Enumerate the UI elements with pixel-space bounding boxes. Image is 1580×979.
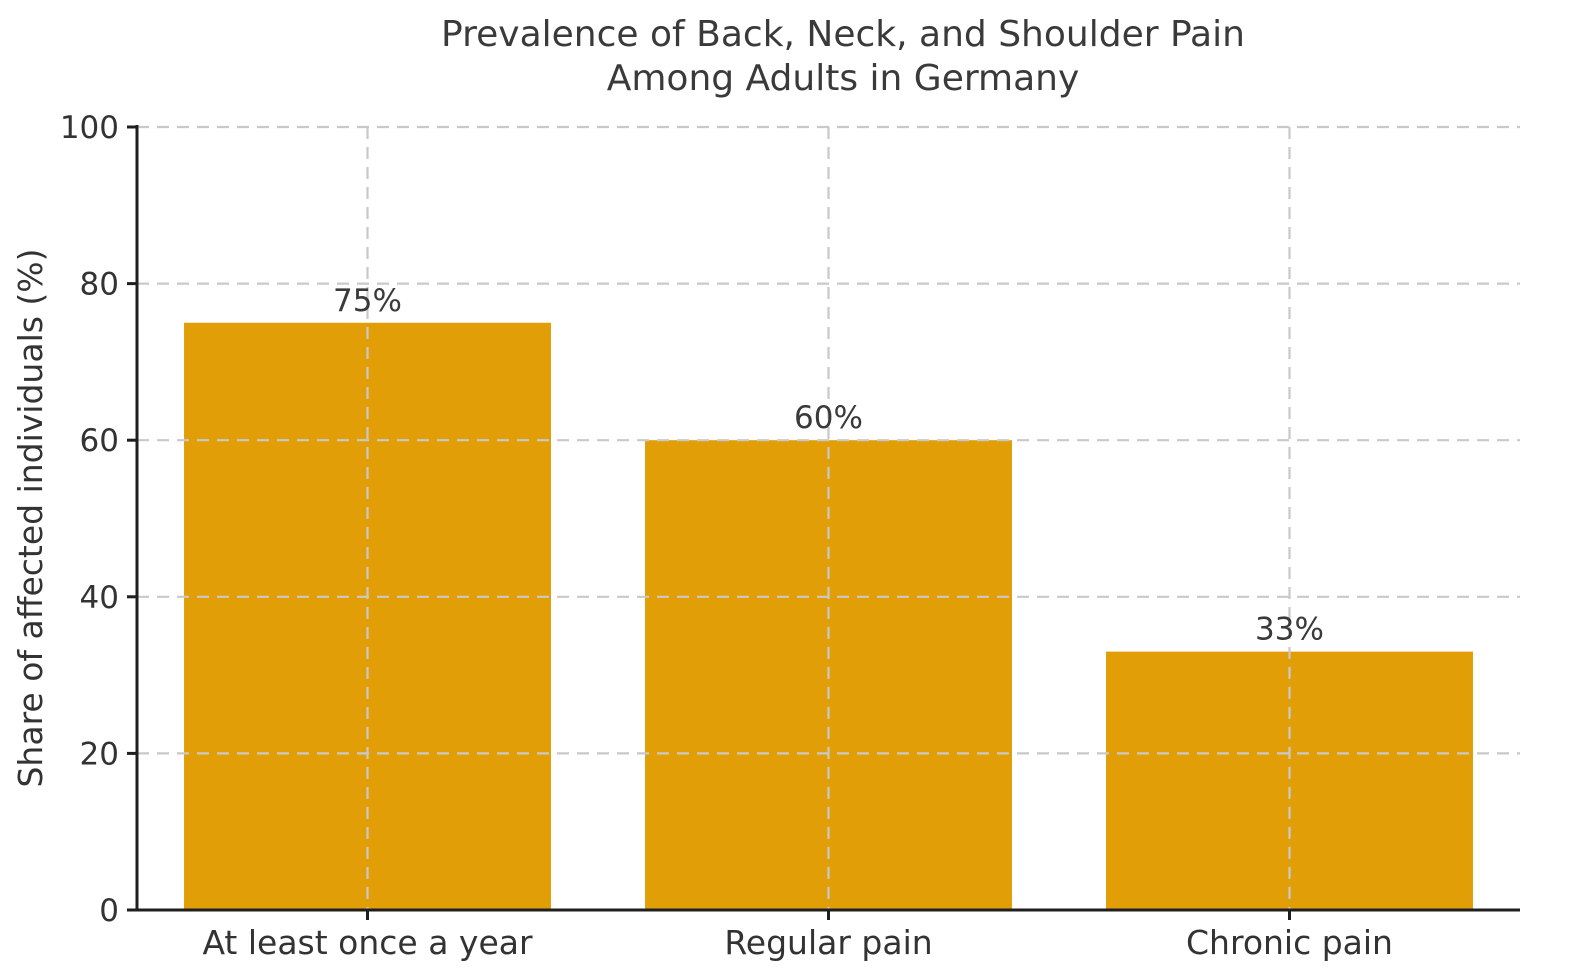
bar-value-label-2: 60% bbox=[794, 400, 863, 436]
y-tick-label-20: 20 bbox=[80, 736, 119, 772]
axes-group bbox=[127, 125, 1520, 920]
chart-title-line-1: Prevalence of Back, Neck, and Shoulder P… bbox=[441, 14, 1245, 55]
y-tick-label-80: 80 bbox=[80, 267, 119, 303]
x-tick-label-3: Chronic pain bbox=[1186, 923, 1393, 962]
x-tick-label-2: Regular pain bbox=[724, 923, 932, 962]
bar-value-label-1: 75% bbox=[333, 283, 402, 319]
chart-title-line-2: Among Adults in Germany bbox=[607, 58, 1080, 99]
bar-value-label-3: 33% bbox=[1255, 612, 1324, 648]
x-tick-label-1: At least once a year bbox=[202, 923, 533, 962]
labels-group: 0 20 40 60 80 100 At least once a year Regular … bbox=[60, 110, 1393, 962]
y-tick-label-100: 100 bbox=[60, 110, 119, 146]
y-axis-label: Share of affected individuals (%) bbox=[11, 248, 50, 787]
y-tick-label-60: 60 bbox=[80, 423, 119, 459]
gridlines-group bbox=[137, 125, 1520, 910]
y-tick-label-40: 40 bbox=[80, 580, 119, 616]
y-tick-label-0: 0 bbox=[99, 893, 119, 929]
